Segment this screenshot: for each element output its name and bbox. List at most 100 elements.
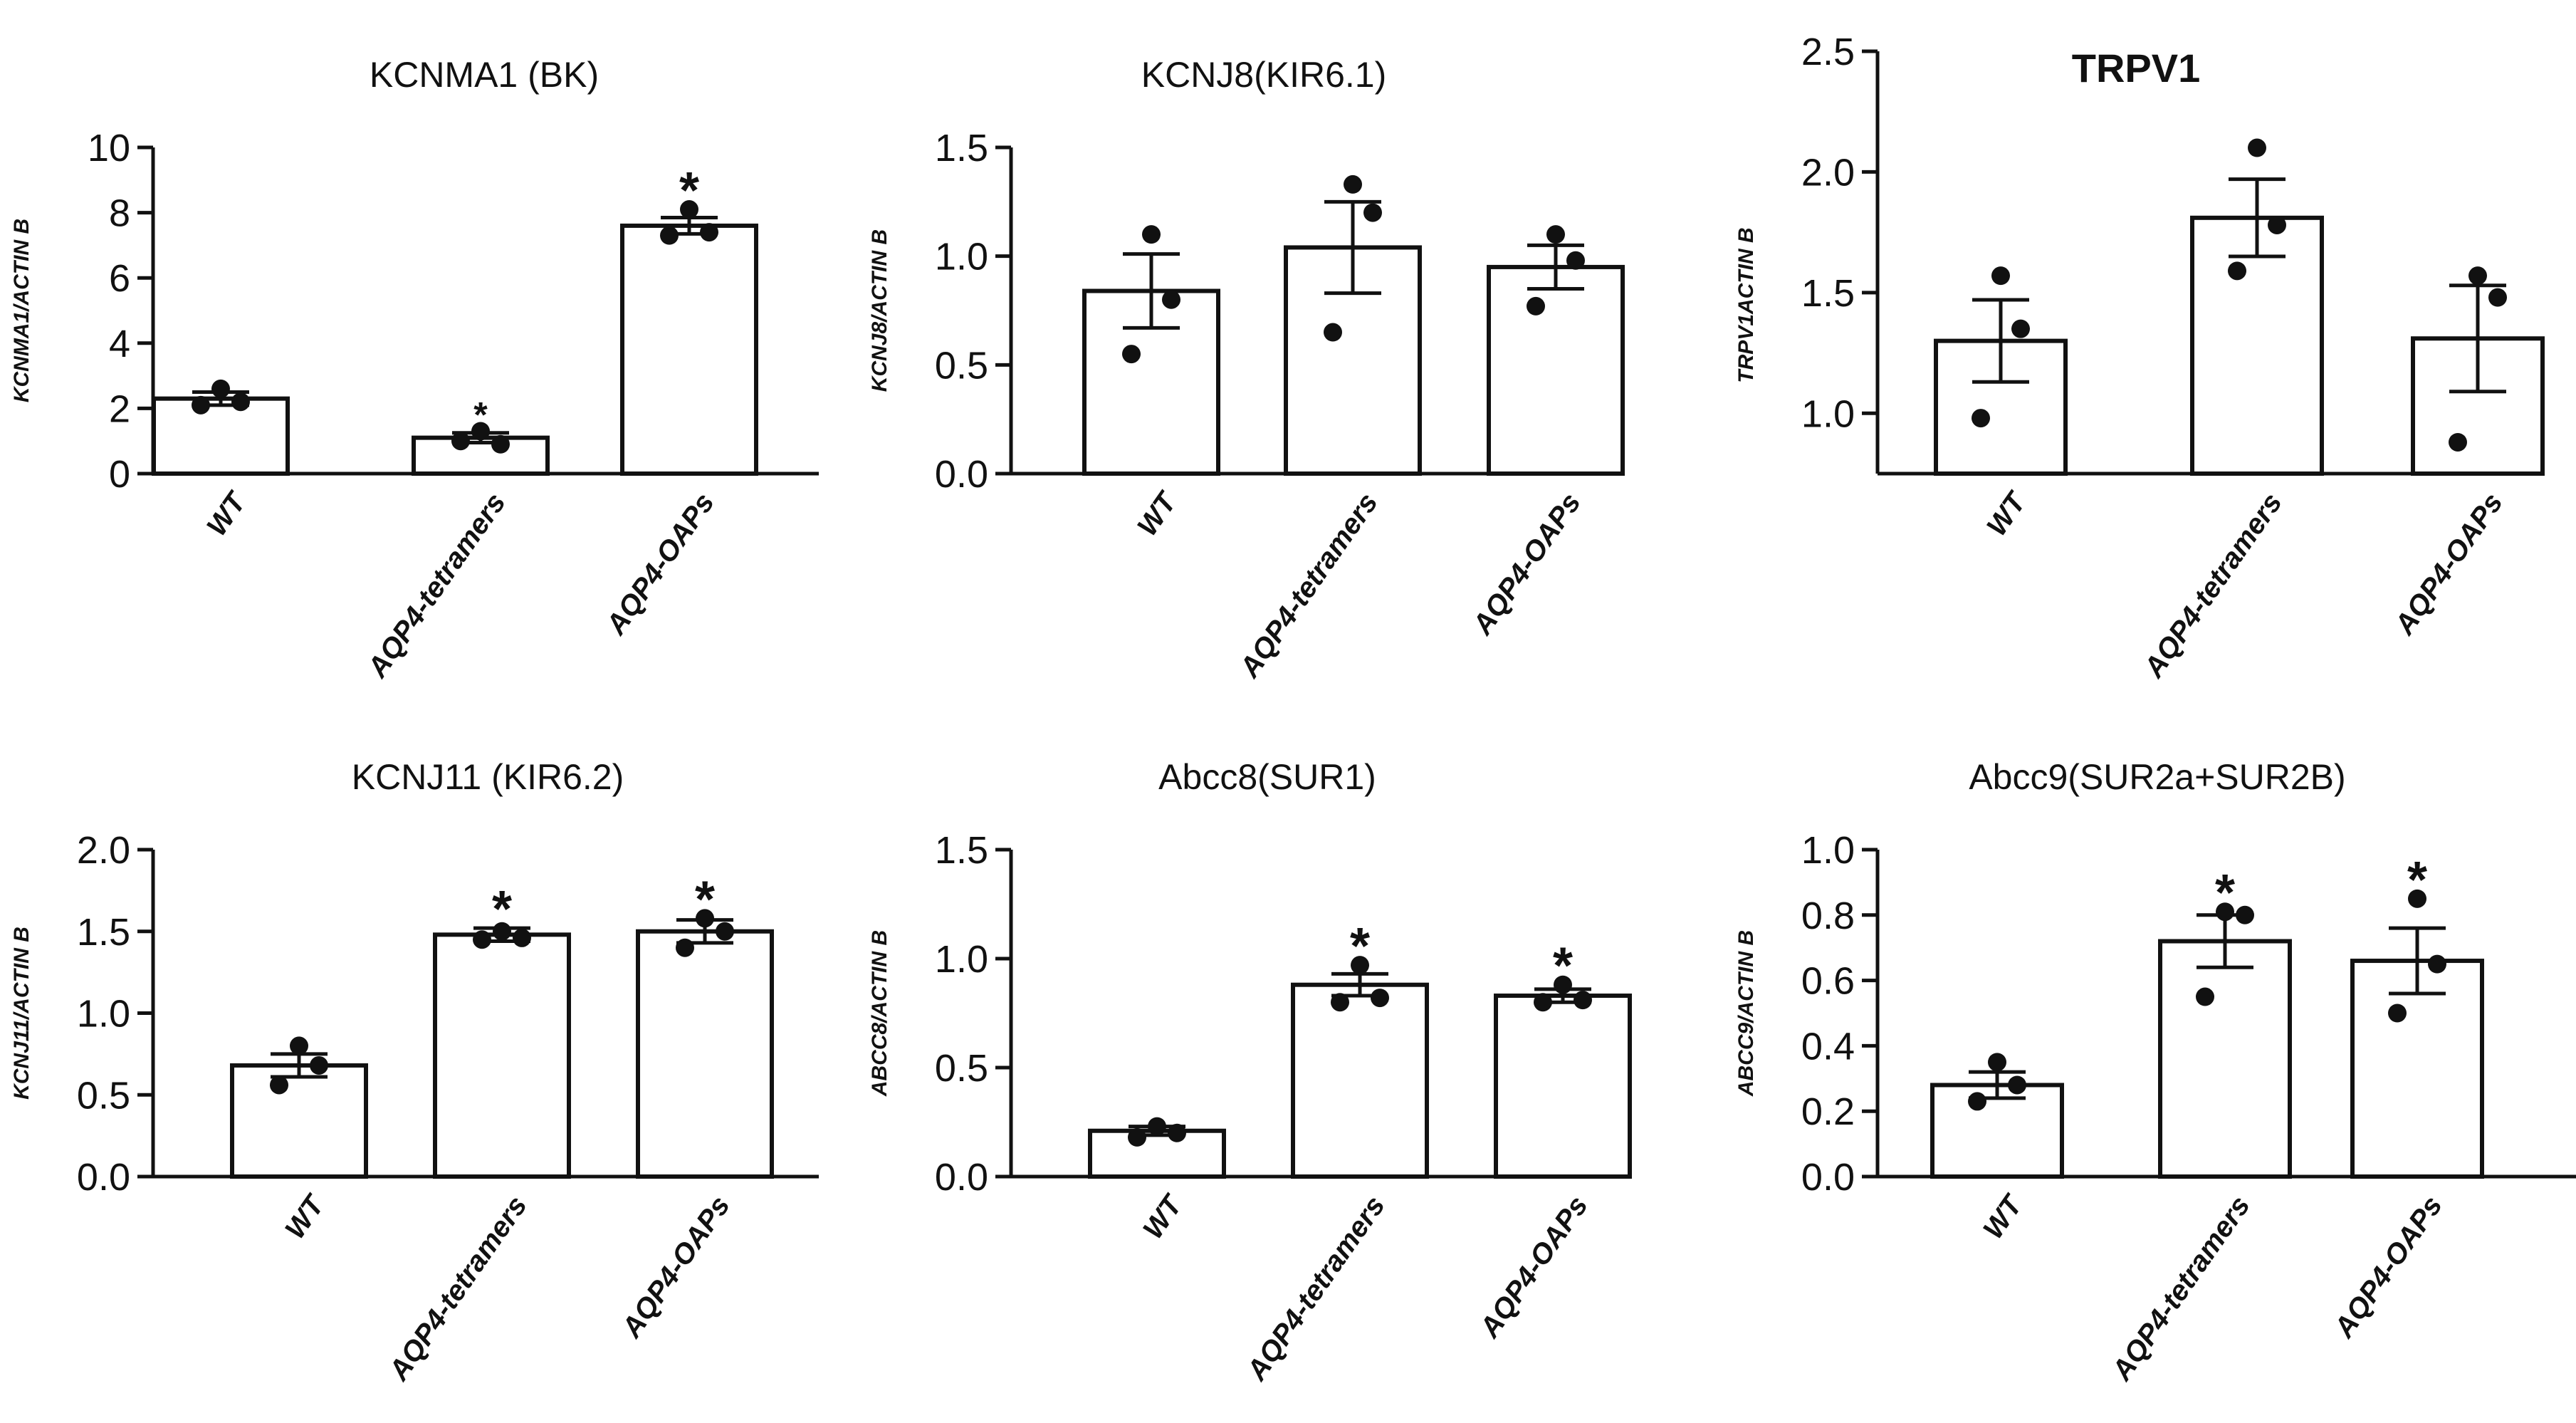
bar: [620, 223, 758, 476]
data-point: [680, 200, 698, 219]
bar: [1494, 994, 1632, 1179]
x-tick-label: AQP4-tetramers: [1240, 1190, 1391, 1387]
significance-star: *: [679, 162, 699, 219]
data-point: [491, 434, 510, 454]
y-tick-label: 0.6: [1801, 960, 1855, 1003]
data-point: [1546, 225, 1565, 244]
x-tick-label: WT: [1131, 485, 1184, 541]
y-axis-label: KCNJ8/ACTIN B: [868, 229, 891, 392]
data-point: [473, 930, 491, 949]
x-tick-label: AQP4-tetramers: [361, 487, 511, 684]
x-tick-label: AQP4-OAPs: [1467, 487, 1587, 640]
y-tick-label: 6: [109, 257, 130, 300]
chart-panel: KCNMA1 (BK) 0 2 4 6 8 10 KCNMA1/ACTIN B WT * AQP4-…: [10, 55, 819, 684]
data-point: [2428, 954, 2446, 974]
y-tick-label: 0.5: [935, 344, 988, 387]
data-point: [231, 392, 250, 412]
y-axis-label: KCNMA1/ACTIN B: [10, 219, 33, 402]
data-point: [1988, 1053, 2006, 1072]
data-point: [2488, 288, 2507, 307]
data-point: [2236, 905, 2254, 924]
data-point: [1168, 1123, 1186, 1142]
y-tick-label: 0.0: [1801, 1156, 1855, 1199]
chart-title: Abcc8(SUR1): [1158, 757, 1376, 797]
y-tick-label: 10: [88, 127, 130, 170]
data-point: [451, 432, 470, 451]
bar: [1487, 264, 1625, 476]
data-point: [192, 395, 210, 415]
significance-star: *: [1350, 918, 1370, 975]
chart-title: Abcc9(SUR2a+SUR2B): [1969, 757, 2345, 797]
data-point: [676, 938, 694, 957]
data-point: [2196, 987, 2214, 1006]
x-tick-label: AQP4-OAPs: [600, 487, 721, 640]
data-point: [1331, 993, 1349, 1012]
significance-star: *: [2215, 865, 2235, 922]
significance-star: *: [1553, 938, 1573, 995]
x-tick-label: AQP4-OAPs: [2389, 487, 2509, 640]
data-point: [2268, 215, 2286, 234]
data-point: [1128, 1127, 1146, 1147]
bar: [636, 929, 774, 1179]
bar: [1291, 982, 1429, 1179]
data-point: [1554, 975, 1572, 994]
data-point: [1148, 1117, 1166, 1136]
data-point: [211, 379, 230, 398]
data-point: [700, 223, 718, 242]
y-tick-label: 2: [109, 387, 130, 430]
y-tick-label: 0.0: [935, 453, 988, 496]
chart-title: TRPV1: [2072, 46, 2201, 90]
data-point: [1534, 993, 1552, 1012]
bar: [2190, 215, 2324, 476]
data-point: [1566, 251, 1585, 270]
y-axis-label: ABCC8/ACTIN B: [868, 930, 891, 1097]
data-point: [696, 909, 714, 928]
data-point: [1363, 203, 1382, 222]
bar: [230, 1063, 368, 1179]
y-tick-label: 0.2: [1801, 1090, 1855, 1133]
chart-panel: TRPV1 1.0 1.5 2.0 2.5 TRPV1ACTIN B WT AQP4-tetr…: [1734, 31, 2545, 684]
data-point: [1142, 225, 1161, 244]
y-tick-label: 2.0: [1801, 151, 1855, 194]
data-point: [513, 928, 531, 947]
x-tick-label: WT: [1981, 485, 2033, 541]
y-tick-label: 1.0: [1801, 392, 1855, 435]
x-tick-label: AQP4-tetramers: [1233, 487, 1383, 684]
x-tick-label: AQP4-tetramers: [2137, 487, 2288, 684]
x-tick-label: AQP4-tetramers: [2105, 1190, 2256, 1387]
data-point: [1344, 174, 1362, 194]
y-axis-label: KCNJ11/ACTIN B: [10, 927, 33, 1100]
x-tick-label: AQP4-OAPs: [2328, 1190, 2449, 1343]
y-tick-label: 4: [109, 323, 130, 365]
bar: [2158, 939, 2292, 1179]
y-tick-label: 1.5: [77, 911, 130, 954]
data-point: [1351, 956, 1369, 975]
chart-panel: Abcc9(SUR2a+SUR2B) 0.0 0.2 0.4 0.6 0.8 1.0 ABCC…: [1734, 757, 2576, 1387]
y-tick-label: 0.5: [77, 1074, 130, 1117]
y-tick-label: 1.5: [935, 829, 988, 872]
data-point: [2011, 319, 2030, 338]
chart-panel: Abcc8(SUR1) 0.0 0.5 1.0 1.5 ABCC8/ACTIN B WT * A…: [868, 757, 1632, 1387]
x-tick-label: WT: [1137, 1188, 1190, 1244]
y-tick-label: 0.0: [77, 1156, 130, 1199]
data-point: [1972, 409, 1990, 428]
y-tick-label: 1.5: [1801, 272, 1855, 315]
data-point: [290, 1036, 308, 1055]
significance-star: *: [473, 395, 488, 434]
data-point: [2449, 432, 2467, 452]
x-tick-label: WT: [1977, 1188, 2030, 1244]
data-point: [2228, 261, 2246, 281]
data-point: [1324, 323, 1342, 342]
bar: [1088, 1128, 1226, 1179]
significance-star: *: [492, 881, 512, 938]
bar: [152, 396, 290, 476]
chart-panel: KCNJ11 (KIR6.2) 0.0 0.5 1.0 1.5 2.0 KCNJ11/ACT…: [10, 757, 819, 1387]
x-tick-label: AQP4-tetramers: [382, 1190, 533, 1387]
y-tick-label: 0: [109, 453, 130, 496]
chart-panel: KCNJ8(KIR6.1) 0.0 0.5 1.0 1.5 KCNJ8/ACTIN B WT…: [868, 55, 1625, 684]
y-tick-label: 2.0: [77, 829, 130, 872]
data-point: [2408, 889, 2426, 908]
data-point: [2468, 266, 2487, 286]
data-point: [660, 226, 679, 245]
data-point: [270, 1075, 288, 1095]
